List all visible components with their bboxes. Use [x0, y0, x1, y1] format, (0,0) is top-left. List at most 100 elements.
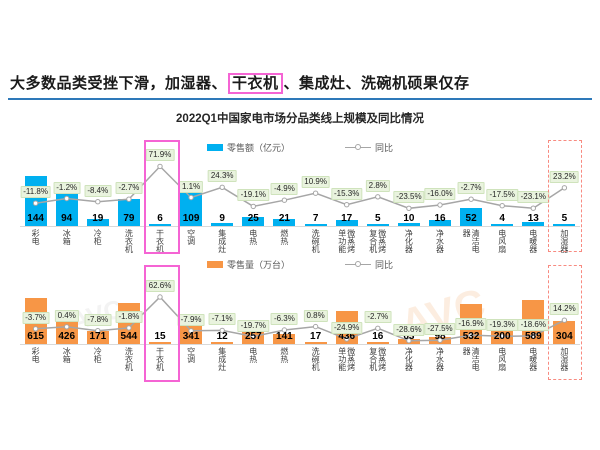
- category-label-text: 洗衣机: [124, 229, 134, 253]
- yoy-badge-净化器: -28.6%: [393, 323, 425, 336]
- bar-集成灶: [211, 222, 234, 226]
- bar-series-swatch: [206, 143, 223, 151]
- yoy-badge-电暖器: -23.1%: [517, 191, 549, 204]
- category-label-text: 电热: [248, 229, 258, 245]
- value-label-洗碗机: 7: [312, 213, 319, 224]
- yoy-badge-空调: 1.1%: [178, 180, 204, 193]
- retail-value-chart: 零售额（亿元） 同比 144 -11.8% 94 -1.2% 19 -8.4% 79 -2.7% 6…: [20, 140, 583, 261]
- bar-微蒸烤复合机: [366, 224, 389, 226]
- category-label-电暖器: 电暖器: [517, 229, 549, 253]
- category-label-电暖器: 电暖器: [517, 347, 549, 371]
- category-label-空调: 空调: [175, 229, 207, 245]
- yoy-badge-电暖器: -18.6%: [517, 318, 549, 331]
- value-label-冷柜: 171: [89, 331, 107, 342]
- category-label-text: 清洁电器: [462, 229, 481, 253]
- bar-干衣机: [149, 342, 171, 344]
- category-label-text: 洗衣机: [124, 347, 134, 371]
- plot: 615 -3.7% 426 0.4% 171 -7.8% 544 -1.8% 15 62.6% 34…: [20, 271, 580, 345]
- value-label-干衣机: 15: [154, 331, 166, 342]
- yoy-badge-净水器: -16.0%: [424, 188, 456, 200]
- headline: 大多数品类受挫下滑，加湿器、 干衣机 、集成灶、洗碗机硕果仅存: [10, 72, 470, 94]
- bar-series-label: 零售额（亿元）: [226, 142, 290, 153]
- yoy-marker-洗碗机: [312, 323, 319, 330]
- category-label-冰箱: 冰箱: [51, 347, 83, 363]
- yoy-badge-洗碗机: 10.9%: [301, 176, 330, 189]
- category-label-text: 电风扇: [497, 229, 507, 253]
- bar-集成灶: [211, 342, 234, 344]
- yoy-badge-净化器: -23.5%: [393, 191, 425, 204]
- value-label-洗碗机: 17: [310, 331, 322, 342]
- value-label-燃热: 21: [278, 213, 290, 224]
- yoy-badge-洗碗机: 0.8%: [303, 309, 328, 322]
- bar-冷柜: [86, 219, 109, 226]
- value-label-净水器: 16: [434, 213, 446, 224]
- value-label-冷柜: 19: [92, 213, 104, 224]
- value-label-彩电: 615: [27, 331, 44, 342]
- value-label-集成灶: 9: [219, 213, 225, 224]
- yoy-marker-燃热: [281, 197, 288, 203]
- category-label-集成灶: 集成灶: [206, 347, 238, 371]
- value-label-电暖器: 589: [524, 331, 542, 342]
- yoy-marker-电热: [250, 203, 257, 210]
- bar-干衣机: [149, 223, 171, 226]
- category-label-text: 冰箱: [62, 347, 72, 363]
- yoy-badge-电风扇: -17.5%: [486, 188, 518, 201]
- yoy-badge-彩电: -3.7%: [22, 311, 50, 324]
- category-label-text: 燃热: [279, 229, 289, 245]
- category-label-洗衣机: 洗衣机: [113, 347, 145, 371]
- yoy-badge-彩电: -11.8%: [20, 186, 51, 199]
- bar-电热: [242, 217, 265, 226]
- category-label-text: 洗碗机: [311, 229, 321, 253]
- yoy-badge-集成灶: 24.3%: [207, 170, 237, 183]
- legend-item-line: 同比: [345, 258, 393, 271]
- yoy-marker-净水器: [437, 202, 443, 208]
- category-label-燃热: 燃热: [268, 229, 300, 245]
- category-label-text: 空调: [186, 347, 196, 363]
- yoy-badge-电热: -19.7%: [237, 319, 269, 332]
- bar-燃热: [273, 218, 296, 226]
- category-label-text: 彩电: [31, 347, 41, 363]
- category-label-text: 微蒸烤单功能: [337, 347, 356, 371]
- category-label-text: 加湿器: [559, 347, 569, 371]
- value-label-电暖器: 13: [527, 213, 539, 224]
- category-label-text: 冰箱: [62, 229, 72, 245]
- category-label-彩电: 彩电: [20, 347, 52, 363]
- category-label-text: 干衣机: [155, 229, 165, 253]
- yoy-badge-微蒸烤复合机: 2.8%: [365, 179, 390, 192]
- bar-series-label: 零售量（万台）: [226, 259, 290, 270]
- yoy-badge-电风扇: -19.3%: [486, 319, 518, 332]
- retail-volume-chart: 零售量（万台） 同比 615 -3.7% 426 0.4% 171 -7.8% 544 -1.8%…: [20, 257, 583, 382]
- category-label-text: 微蒸烤复合机: [368, 229, 387, 253]
- category-label-text: 集成灶: [217, 347, 227, 371]
- yoy-marker-微蒸烤复合机: [375, 194, 381, 200]
- category-label-加湿器: 加湿器: [548, 229, 580, 253]
- category-label-text: 电暖器: [528, 347, 538, 371]
- yoy-marker-微蒸烤单功能: [344, 202, 350, 208]
- value-label-燃热: 141: [276, 331, 293, 342]
- yoy-marker-加湿器: [561, 185, 568, 191]
- category-label-洗碗机: 洗碗机: [300, 347, 332, 371]
- category-label-电风扇: 电风扇: [486, 347, 518, 371]
- category-label-text: 彩电: [31, 229, 41, 245]
- category-label-微蒸烤复合机: 微蒸烤复合机: [362, 347, 394, 375]
- yoy-marker-电暖器: [530, 205, 536, 211]
- category-label-空调: 空调: [175, 347, 207, 363]
- category-label-text: 电热: [248, 347, 258, 363]
- category-label-清洁电器: 清洁电器: [455, 229, 487, 257]
- yoy-badge-洗衣机: -2.7%: [115, 182, 143, 195]
- plot-area: 144 -11.8% 94 -1.2% 19 -8.4% 79 -2.7% 6 71.9% 109 1…: [20, 140, 583, 261]
- value-label-彩电: 144: [27, 213, 44, 224]
- yoy-badge-加湿器: 14.2%: [550, 303, 579, 316]
- value-label-加湿器: 5: [561, 213, 568, 224]
- yoy-badge-清洁电器: -16.9%: [455, 318, 487, 331]
- category-label-净水器: 净水器: [424, 229, 456, 253]
- line-series-label: 同比: [375, 259, 394, 270]
- yoy-badge-空调: -7.9%: [177, 313, 205, 326]
- yoy-marker-电风扇: [499, 203, 505, 209]
- category-label-彩电: 彩电: [20, 229, 52, 245]
- yoy-marker-集成灶: [219, 184, 225, 190]
- category-label-电热: 电热: [237, 347, 269, 363]
- value-label-微蒸烤复合机: 16: [372, 331, 384, 342]
- legend: 零售量（万台） 同比: [20, 257, 580, 271]
- category-label-text: 净化器: [404, 347, 414, 371]
